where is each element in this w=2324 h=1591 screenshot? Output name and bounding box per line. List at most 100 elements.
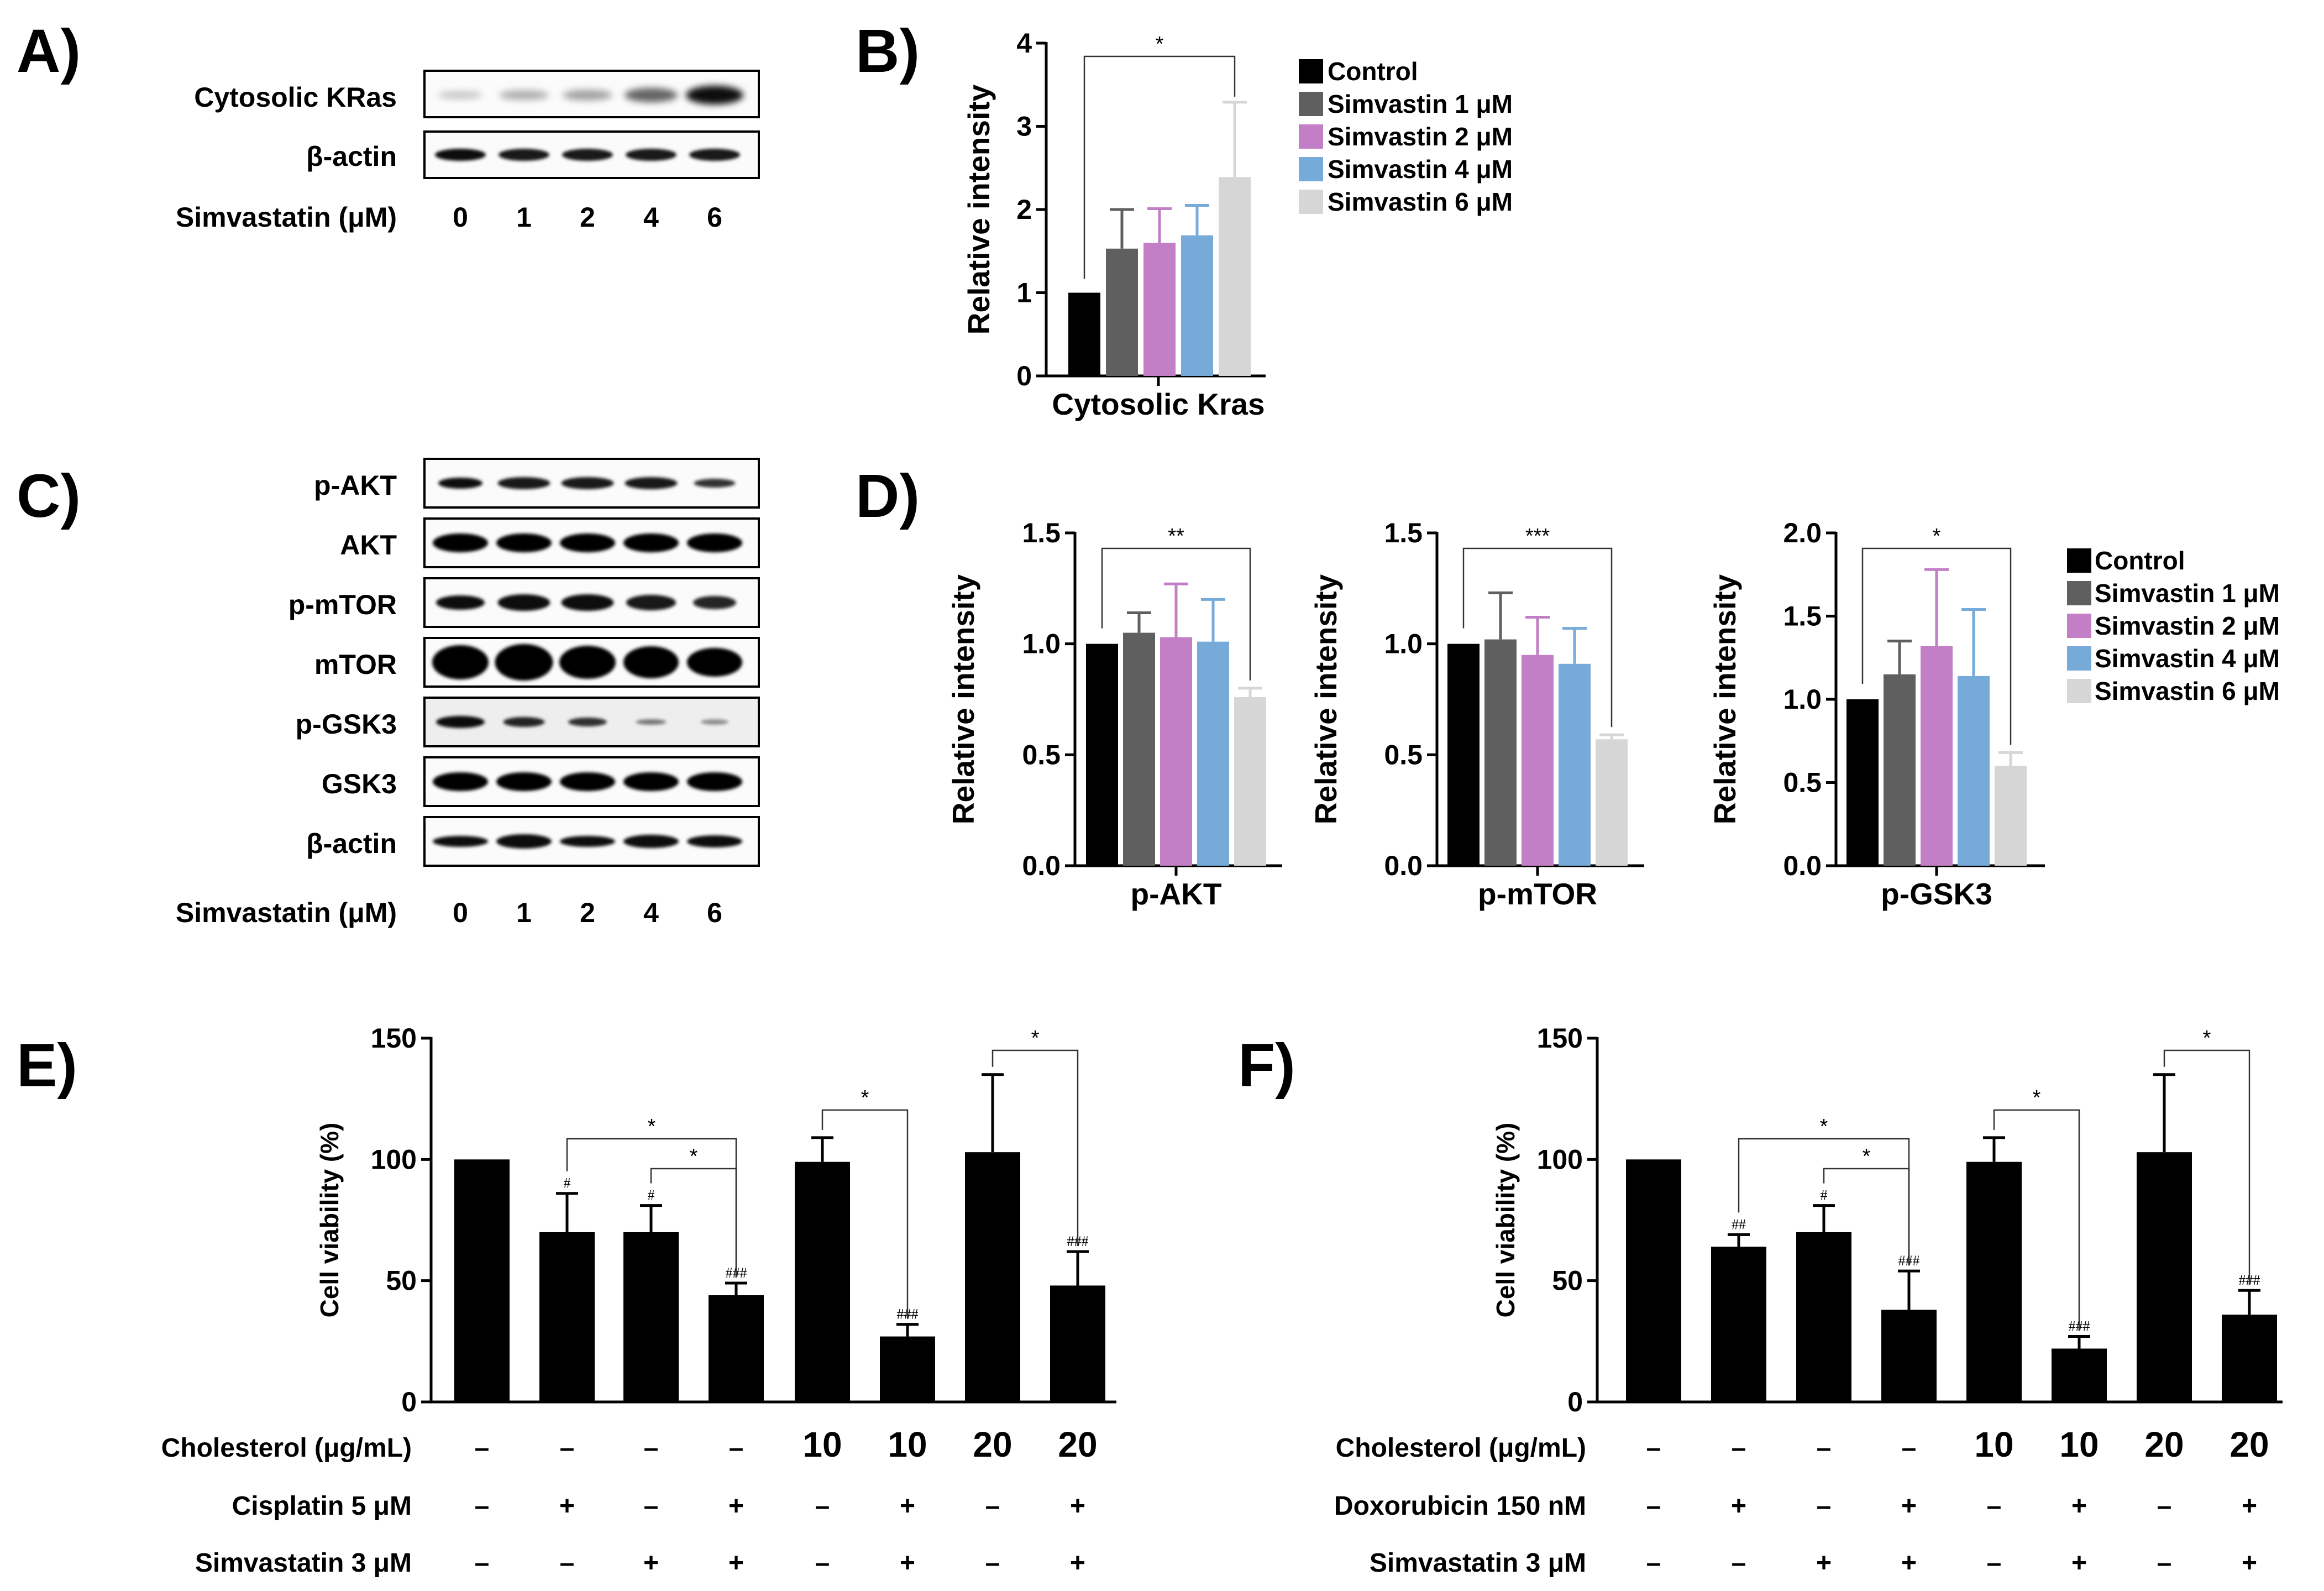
chartB-bar-1 xyxy=(1106,248,1138,376)
chartD2-bar-2 xyxy=(1522,655,1554,866)
blot-c-dose-4: 4 xyxy=(643,897,659,928)
chart-b-cytosolic-kras: 0 1 2 3 4 Relative intensity Cytosolic Kras * xyxy=(962,28,1266,421)
chartE-bar-7 xyxy=(1050,1285,1105,1402)
chartD3-ytick-label-2: 1.0 xyxy=(1783,684,1822,715)
chartD1-ytick-label-2: 1.0 xyxy=(1022,629,1061,660)
chartF-bar-6 xyxy=(2137,1152,2192,1402)
chartE-row-2-cell-4: – xyxy=(815,1548,830,1578)
blot-a-dose-2: 2 xyxy=(580,202,595,233)
legend-b-label-4um: Simvastin 4 μM xyxy=(1328,155,1513,184)
legend-b-label-6um: Simvastin 6 μM xyxy=(1328,187,1513,216)
chartF-ytick-label-1: 50 xyxy=(1552,1265,1583,1296)
chartE-sig-bracket-2 xyxy=(821,1109,909,1319)
bandsC-band-3 xyxy=(623,835,679,848)
western-blot-c: p-AKT AKT p-mTOR mTOR p-GSK3 GSK3 β-acti… xyxy=(176,458,760,928)
bandsC-band-3 xyxy=(626,595,676,610)
chartE-bar-2 xyxy=(623,1232,679,1402)
blot-c-label-gsk3: GSK3 xyxy=(322,768,397,799)
chartE-row-label-1: Cisplatin 5 μM xyxy=(232,1491,412,1521)
chartF-sig-bracket-2 xyxy=(1993,1109,2080,1331)
blot-c-label-actin: β-actin xyxy=(306,828,397,859)
bandsC-band-2 xyxy=(559,646,616,679)
blot-c-dose-6: 6 xyxy=(707,897,722,928)
chartD3-x-label: p-GSK3 xyxy=(1881,877,1992,911)
chartB-sig-bracket-0 xyxy=(1083,55,1236,279)
bandsC-band-0 xyxy=(433,836,488,847)
legend-d: Control Simvastin 1 μM Simvastin 2 μM Si… xyxy=(2067,546,2280,705)
chartD2-y-label: Relative intensity xyxy=(1309,574,1343,824)
chartD2-ytick-label-2: 1.0 xyxy=(1384,629,1423,660)
bandsC-band-1 xyxy=(496,772,552,791)
chartD1-bar-3 xyxy=(1197,641,1229,866)
chartD3-ytick-label-4: 2.0 xyxy=(1783,517,1822,548)
blot-a-dose-4: 4 xyxy=(643,202,659,233)
chartB-ytick-label-3: 3 xyxy=(1016,111,1032,142)
chartD1-ytick-label-1: 0.5 xyxy=(1022,739,1061,770)
bandsC-band-4 xyxy=(701,719,728,725)
chartE-row-2-cell-5: + xyxy=(900,1548,915,1578)
legend-d-swatch-4um xyxy=(2067,646,2091,671)
chartF-y-label: Cell viability (%) xyxy=(1491,1123,1520,1318)
legend-d-swatch-control xyxy=(2067,548,2091,573)
bandsC-band-1 xyxy=(496,533,552,552)
chartF-row-0-cell-6: 20 xyxy=(2144,1425,2184,1464)
chartD3-bar-0 xyxy=(1846,699,1879,866)
chartB-x-label: Cytosolic Kras xyxy=(1052,387,1265,421)
chartF-sig-bracket-1 xyxy=(1823,1168,1910,1266)
chartF-row-0-cell-5: 10 xyxy=(2059,1425,2099,1464)
chartE-row-0-cell-5: 10 xyxy=(888,1425,927,1464)
chartB-bar-0 xyxy=(1068,292,1100,376)
blot-a-bands-kras xyxy=(438,86,743,104)
chartF-hash-2: # xyxy=(1821,1187,1828,1203)
panel-label-b: B) xyxy=(856,17,920,85)
bandsA1-band-2 xyxy=(563,90,612,101)
chartD3-y-label: Relative intensity xyxy=(1708,574,1742,824)
legend-b-label-control: Control xyxy=(1328,57,1418,86)
chartF-bar-5 xyxy=(2052,1348,2107,1402)
chartE-row-0-cell-0: – xyxy=(475,1433,490,1463)
legend-d-label-2um: Simvastin 2 μM xyxy=(2095,611,2280,640)
chartD3-ytick-label-0: 0.0 xyxy=(1783,850,1822,881)
chartE-row-2-cell-0: – xyxy=(475,1548,490,1578)
chartF-row-1-cell-2: – xyxy=(1817,1491,1832,1521)
panel-label-d: D) xyxy=(856,462,920,530)
chartE-row-0-cell-7: 20 xyxy=(1058,1425,1097,1464)
chartE-row-1-cell-5: + xyxy=(900,1491,915,1521)
bandsC-band-4 xyxy=(694,479,736,488)
bandsA2-band-4 xyxy=(689,149,740,161)
chartF-row-1-cell-4: – xyxy=(1987,1491,2002,1521)
bandsC-band-1 xyxy=(503,717,545,727)
chartD2-x-label: p-mTOR xyxy=(1478,877,1597,911)
chartF-sig-label-1: * xyxy=(1863,1145,1871,1168)
legend-b-label-2um: Simvastin 2 μM xyxy=(1328,122,1513,151)
chartD2-sig-bracket-0 xyxy=(1462,547,1613,728)
chartE-row-1-cell-4: – xyxy=(815,1491,830,1521)
chartD3-bar-2 xyxy=(1921,646,1953,866)
blot-c-label-akt: AKT xyxy=(340,530,397,561)
legend-b-swatch-6um xyxy=(1299,190,1323,214)
chartF-row-2-cell-1: – xyxy=(1732,1548,1746,1578)
bandsA2-band-1 xyxy=(499,149,549,161)
bandsC-band-4 xyxy=(687,772,742,791)
bandsA2-band-0 xyxy=(435,149,486,161)
panel-label-e: E) xyxy=(17,1032,77,1100)
chartD2-ytick-label-3: 1.5 xyxy=(1384,517,1423,548)
chartF-row-1-cell-3: + xyxy=(1901,1491,1917,1521)
bandsC-band-4 xyxy=(693,596,736,609)
bandsC-band-1 xyxy=(497,477,550,489)
chartB-sig-label-0: * xyxy=(1156,33,1164,56)
chartF-bar-7 xyxy=(2222,1315,2277,1402)
chartE-sig-label-0: * xyxy=(648,1115,656,1138)
bandsA2-band-2 xyxy=(562,149,613,161)
chartB-ytick-label-2: 2 xyxy=(1016,194,1032,225)
chartD2-bar-0 xyxy=(1447,643,1480,866)
blot-c-dose-1: 1 xyxy=(516,897,532,928)
legend-b: Control Simvastin 1 μM Simvastin 2 μM Si… xyxy=(1299,57,1513,216)
chartE-bar-6 xyxy=(965,1152,1020,1402)
chartD3-ytick-label-1: 0.5 xyxy=(1783,767,1822,798)
blot-c-dose-2: 2 xyxy=(580,897,595,928)
chartD2-bar-1 xyxy=(1484,639,1517,866)
chartF-bar-4 xyxy=(1966,1161,2022,1402)
